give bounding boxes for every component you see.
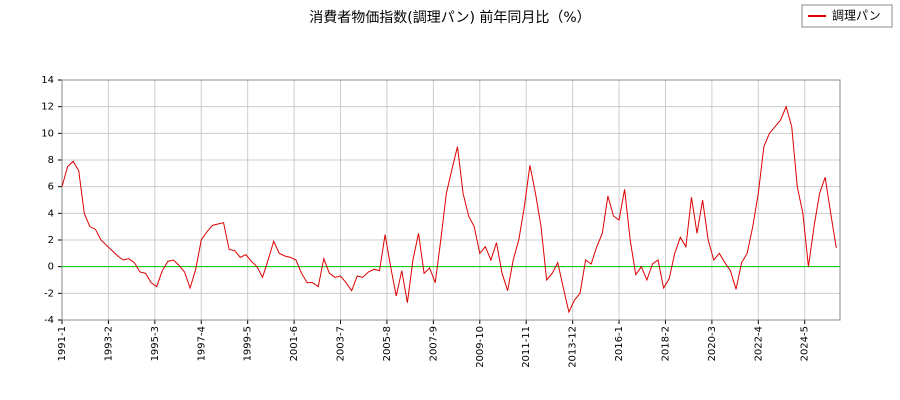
x-tick-label: 2024-5: [800, 326, 811, 361]
x-tick-label: 1991-1: [57, 326, 68, 361]
y-tick-label: 0: [48, 262, 54, 273]
legend-box: [801, 4, 893, 28]
legend-label: 調理パン: [832, 9, 881, 23]
x-tick-label: 1997-4: [196, 326, 207, 361]
x-tick-label: 1999-5: [243, 326, 254, 361]
plot-frame: [61, 79, 841, 321]
x-tick-label: 1995-3: [150, 326, 161, 361]
y-tick-label: 14: [41, 75, 54, 86]
x-tick-label: 2001-6: [289, 326, 300, 361]
y-tick-label: 6: [48, 182, 54, 193]
y-tick-label: 2: [48, 235, 54, 246]
x-tick-label: 2022-4: [753, 326, 764, 361]
y-tick-label: 10: [41, 128, 54, 139]
x-tick-label: 2018-2: [660, 326, 671, 361]
x-tick-label: 2011-11: [521, 326, 532, 368]
x-tick-label: 2003-7: [336, 326, 347, 361]
chart-title: 消費者物価指数(調理パン) 前年同月比（%）: [309, 9, 590, 26]
x-tick-label: 2016-1: [614, 326, 625, 361]
x-tick-label: 2005-8: [382, 326, 393, 361]
x-tick-label: 2007-9: [428, 326, 439, 361]
data-line: [61, 105, 837, 314]
x-tick-label: 2013-12: [568, 326, 579, 368]
y-tick-label: 8: [48, 155, 54, 166]
y-tick-label: -4: [44, 315, 54, 326]
y-tick-label: 12: [41, 102, 54, 113]
x-tick-label: 2009-10: [475, 326, 486, 368]
y-tick-label: 4: [48, 208, 54, 219]
x-tick-label: 2020-3: [707, 326, 718, 361]
y-tick-label: -2: [44, 288, 54, 299]
x-tick-label: 1993-2: [103, 326, 114, 361]
